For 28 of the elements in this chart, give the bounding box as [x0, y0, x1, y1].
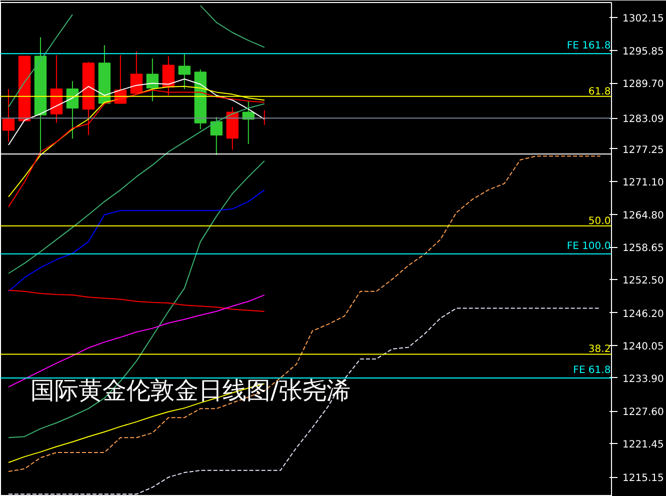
y-tick-label: 1295.85	[622, 46, 664, 58]
ref-line-label: FE 100.0	[566, 240, 611, 252]
annotation: 50.0	[588, 216, 611, 227]
y-tick-label: 1289.70	[622, 79, 664, 90]
candlestick	[146, 58, 159, 102]
y-tick-label: 1215.15	[622, 473, 664, 484]
candlestick	[178, 54, 191, 90]
candlestick	[2, 88, 15, 142]
y-tick-label: 1246.20	[622, 308, 664, 320]
line-series	[8, 189, 265, 292]
y-tick-label: 1264.80	[622, 210, 664, 222]
y-tick-label: 1302.15	[622, 13, 664, 24]
annotation: 38.2	[588, 344, 611, 356]
ref-line-label: FE 161.8	[566, 40, 611, 52]
line-series	[8, 103, 265, 274]
y-tick-label: 1240.05	[622, 341, 664, 352]
candlestick	[210, 116, 223, 156]
y-tick-label: 1252.50	[622, 276, 664, 287]
y-tick-label: 1233.90	[622, 374, 664, 385]
y-tick-label: 1277.25	[622, 144, 664, 156]
ref-line-label: FE 61.8	[573, 364, 611, 376]
y-tick-label: 1221.45	[622, 440, 664, 451]
y-tick-label: 1283.09	[622, 114, 664, 126]
annotation: 61.8	[588, 86, 611, 98]
y-tick-label: 1258.65	[622, 243, 664, 254]
y-tick-label: 1227.60	[622, 407, 664, 418]
line-series	[8, 290, 265, 312]
y-tick-label: 1271.10	[622, 177, 664, 188]
